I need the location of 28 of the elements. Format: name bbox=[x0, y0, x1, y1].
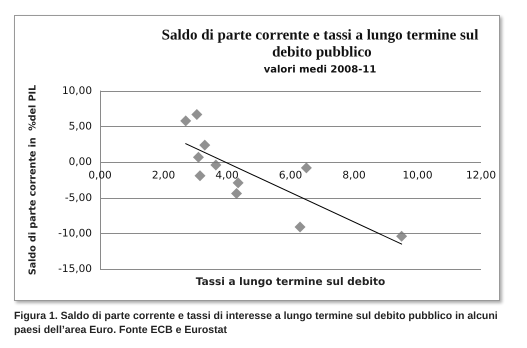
x-tick-label: 10,00 bbox=[402, 170, 433, 182]
point bbox=[199, 140, 210, 151]
y-axis-title: Saldo di parte corrente in %del PIL bbox=[28, 84, 38, 276]
y-tick-label: -5,00 bbox=[64, 192, 92, 204]
x-tick-label: 2,00 bbox=[152, 170, 176, 182]
x-tick-label: 8,00 bbox=[342, 170, 366, 182]
point bbox=[191, 108, 202, 120]
y-tick-label: 0,00 bbox=[68, 156, 92, 168]
point bbox=[180, 115, 192, 126]
chart-title: Saldo di parte corrente e tassi a lungo termine sul debito pubblico bbox=[162, 28, 478, 60]
point bbox=[300, 162, 312, 174]
point bbox=[210, 160, 222, 171]
y-tick-label: 5,00 bbox=[68, 120, 92, 133]
x-tick-label: 12,00 bbox=[466, 170, 496, 182]
point bbox=[194, 170, 206, 182]
text: Figura 1. Saldo di parte corrente e tassi di interesse a lungo termine sul debito pubblico in alcuni paesi dell’area Euro. Fonte ECB e Eurostat bbox=[14, 309, 499, 337]
x-axis-title: Tassi a lungo termine sul debito bbox=[196, 276, 386, 288]
point bbox=[231, 188, 242, 200]
x-tick-label: 0,00 bbox=[88, 170, 112, 182]
point bbox=[396, 230, 408, 242]
chart-subtitle: valori medi 2008-11 bbox=[264, 64, 376, 76]
y-tick-label: -10,00 bbox=[58, 227, 92, 240]
y-tick-label: -15,00 bbox=[58, 263, 92, 275]
x-tick-label: 6,00 bbox=[278, 170, 302, 182]
point bbox=[192, 152, 204, 163]
x-tick-label: 4,00 bbox=[215, 170, 239, 182]
y-tick-label: 10,00 bbox=[62, 85, 92, 97]
point bbox=[294, 221, 306, 232]
